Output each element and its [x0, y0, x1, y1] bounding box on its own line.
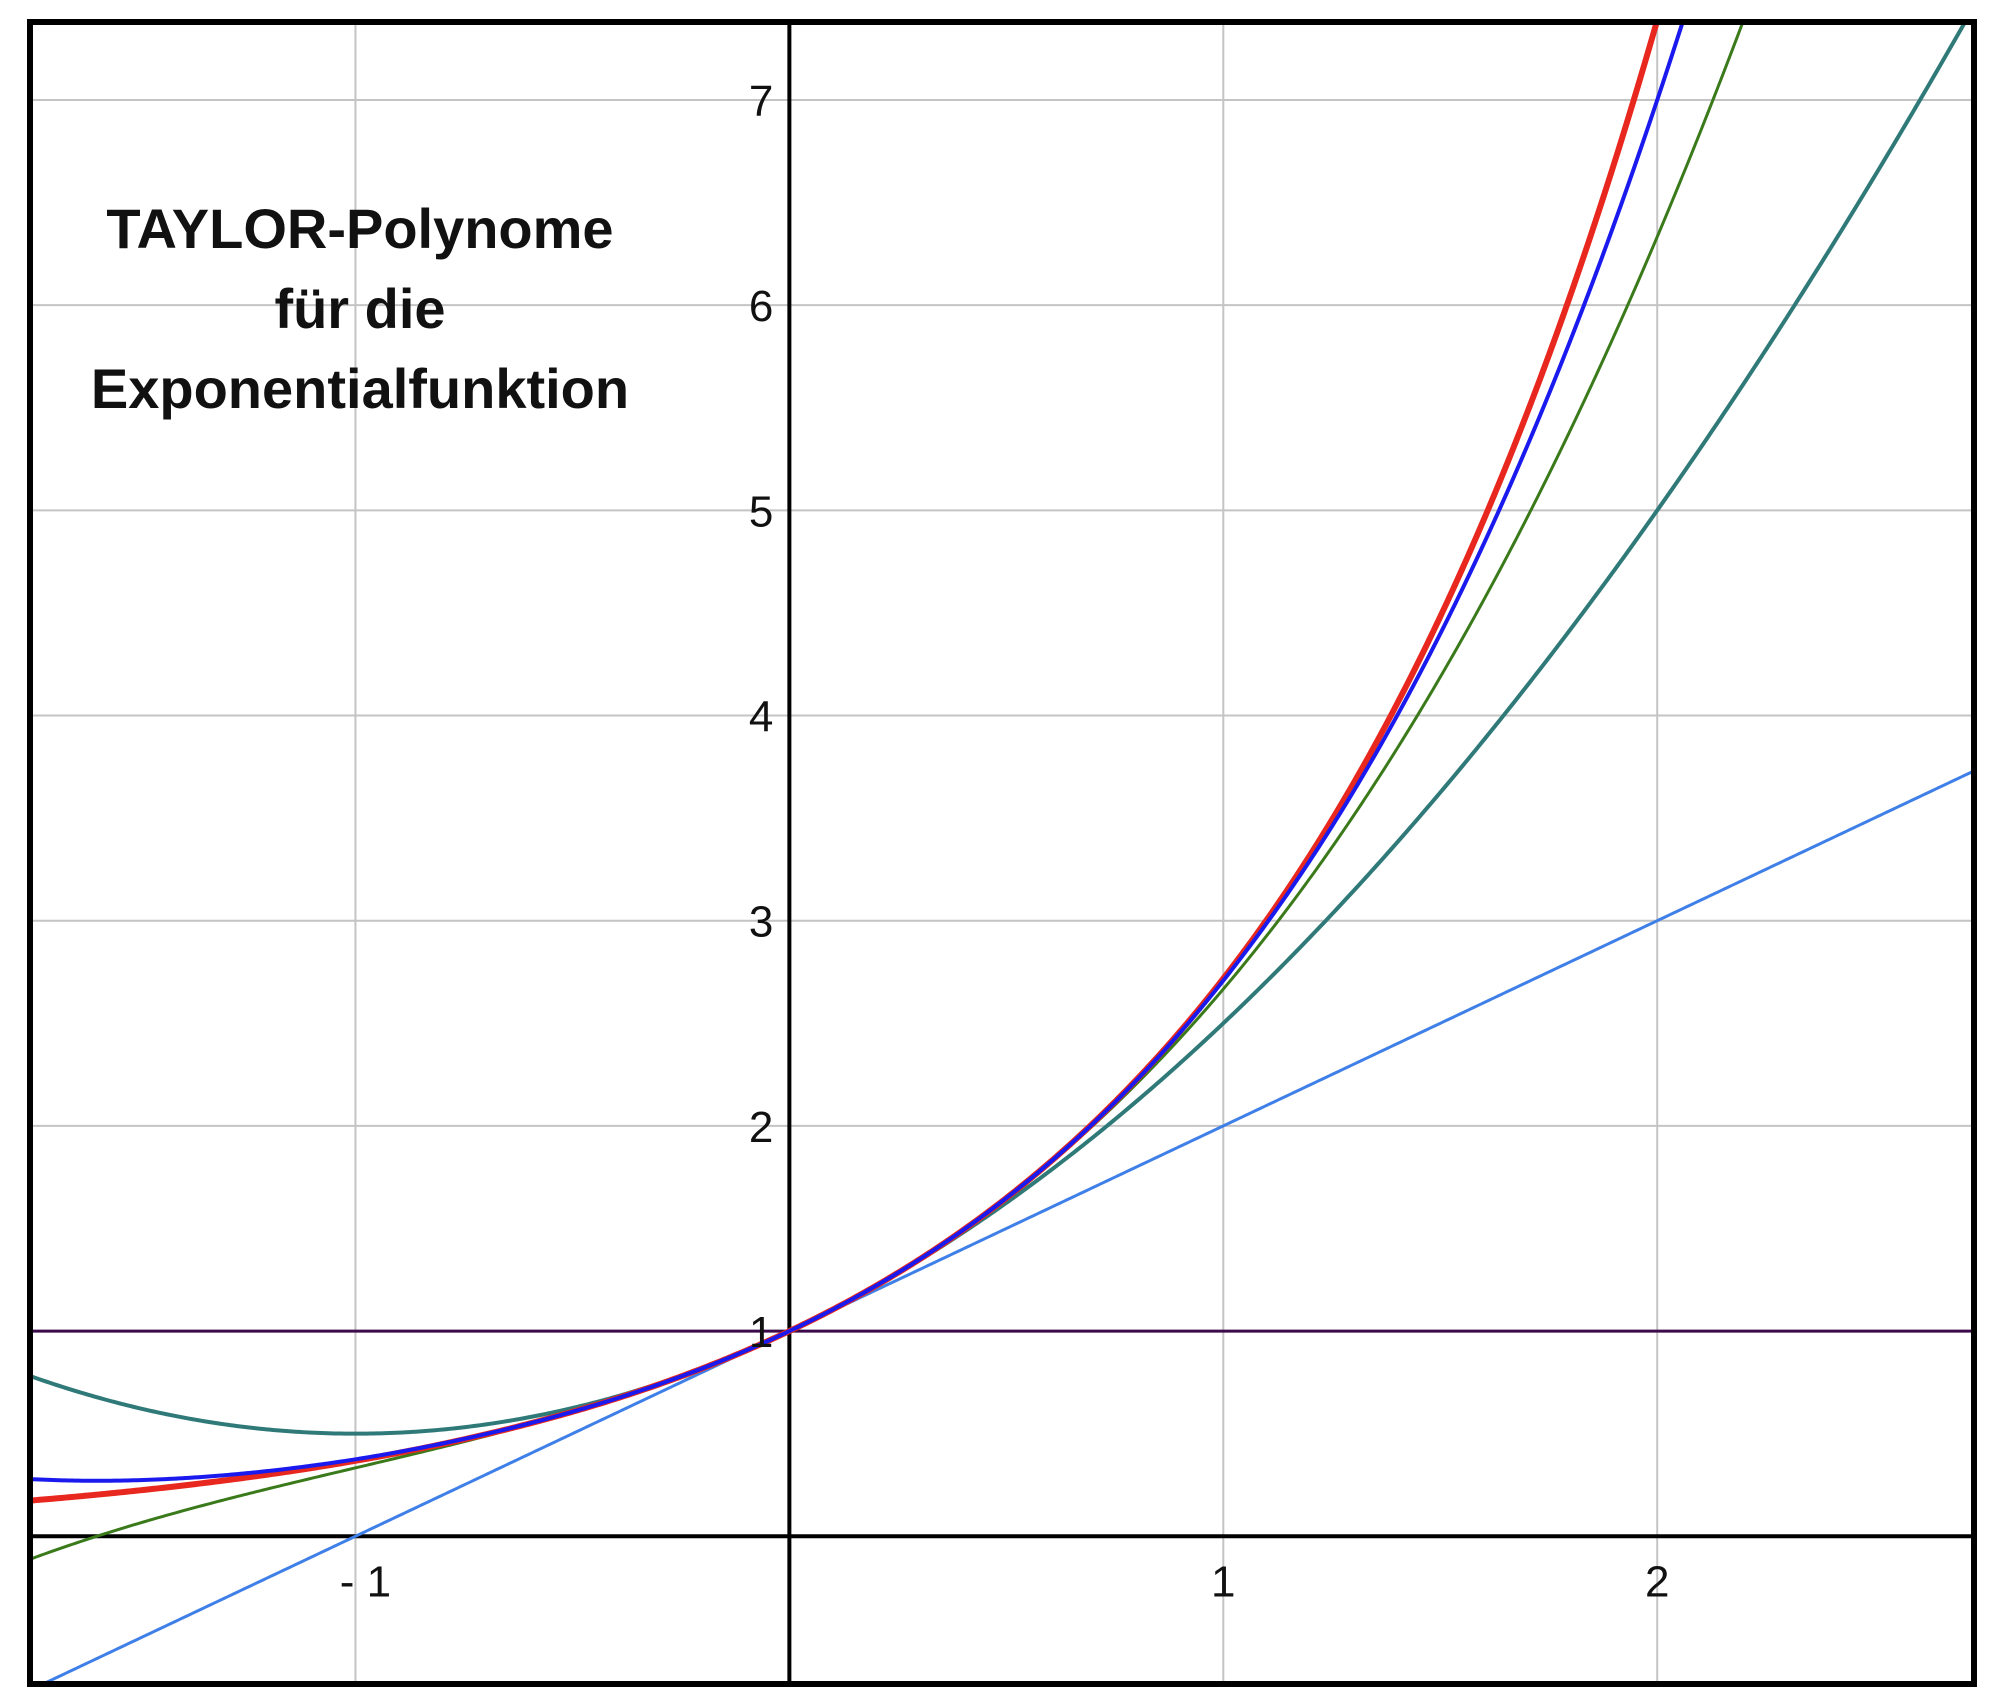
curve-taylor-degree-4 [30, 22, 1685, 1483]
curve-taylor-degree-1 [39, 769, 1974, 1684]
chart-title-line: Exponentialfunktion [91, 357, 629, 420]
plot-frame [27, 19, 1977, 1687]
y-tick-label: 4 [749, 693, 773, 742]
chart-title: TAYLOR-Polynome für die Exponentialfunktio… [91, 197, 629, 420]
x-tick-label: - 1 [340, 1557, 391, 1606]
x-tick-label: 2 [1645, 1557, 1669, 1606]
chart-title-line: TAYLOR-Polynome [106, 197, 613, 260]
curves [30, 22, 1974, 1684]
y-tick-label: 2 [749, 1103, 773, 1152]
y-tick-label: 5 [749, 487, 773, 536]
y-tick-label: 6 [749, 282, 773, 331]
curve-taylor-degree-2 [30, 22, 1968, 1436]
x-tick-label: 1 [1211, 1557, 1235, 1606]
tick-labels: - 1 1 2 1 2 3 4 5 6 7 [340, 77, 1670, 1606]
y-tick-label: 1 [749, 1308, 773, 1357]
y-tick-label: 3 [749, 898, 773, 947]
chart-title-line: für die [274, 277, 445, 340]
y-tick-label: 7 [749, 77, 773, 126]
